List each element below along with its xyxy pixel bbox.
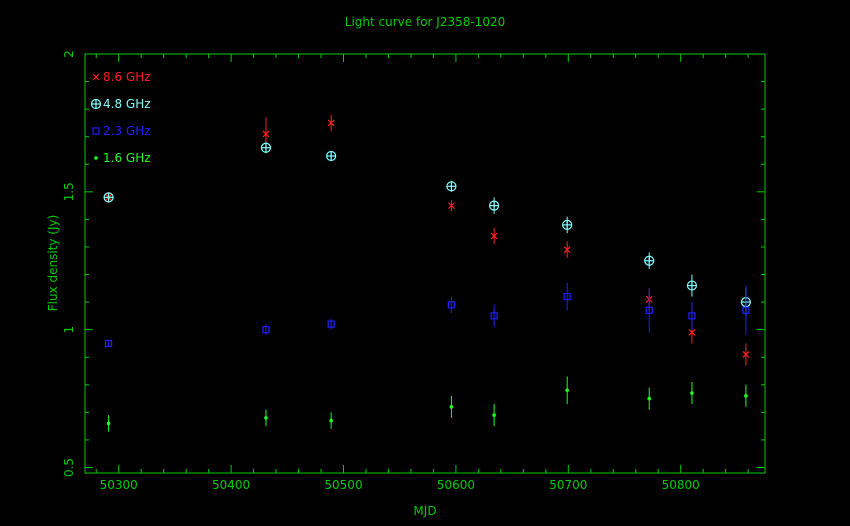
axis-ticks: 50300 50400 50500 50600 50700 50800 0.5 1 1.5 2 bbox=[62, 50, 765, 492]
data-point bbox=[106, 421, 111, 426]
x-marker-stroke bbox=[447, 202, 455, 210]
y-tick-label: 0.5 bbox=[62, 458, 76, 477]
series-layer bbox=[103, 114, 751, 432]
data-point bbox=[562, 219, 573, 231]
data-point bbox=[447, 202, 455, 210]
data-point bbox=[327, 119, 335, 127]
x-marker-stroke bbox=[688, 328, 696, 336]
legend-label: 4.8 GHz bbox=[103, 97, 151, 111]
x-tick-label: 50600 bbox=[437, 478, 475, 492]
data-point bbox=[105, 339, 113, 348]
x-tick-label: 50500 bbox=[324, 478, 362, 492]
dot-marker-fill bbox=[449, 405, 454, 409]
x-tick-label: 50400 bbox=[212, 478, 250, 492]
x-marker-stroke bbox=[563, 246, 571, 254]
data-point bbox=[686, 280, 698, 291]
data-point bbox=[565, 388, 569, 393]
data-point bbox=[490, 312, 498, 320]
data-point bbox=[446, 181, 457, 192]
x-marker-stroke bbox=[327, 119, 335, 127]
y-tick-label: 2 bbox=[62, 50, 76, 58]
data-point bbox=[563, 246, 571, 254]
square-marker-box bbox=[490, 312, 498, 320]
square-marker-box bbox=[742, 306, 750, 314]
dot-marker-fill bbox=[565, 388, 569, 393]
data-point bbox=[744, 394, 748, 398]
data-point bbox=[688, 328, 696, 336]
data-point bbox=[262, 326, 270, 334]
x-marker-stroke bbox=[262, 130, 270, 138]
data-point bbox=[742, 351, 750, 358]
data-point bbox=[490, 232, 498, 240]
dot-marker-fill bbox=[94, 156, 98, 160]
data-point bbox=[262, 130, 270, 138]
y-axis-label: Flux density (Jy) bbox=[46, 215, 60, 312]
data-point bbox=[563, 292, 571, 301]
square-marker-box bbox=[327, 320, 335, 328]
data-point bbox=[644, 255, 655, 266]
data-point bbox=[690, 391, 694, 395]
data-point bbox=[489, 200, 500, 211]
data-point bbox=[326, 150, 337, 162]
square-marker-box bbox=[688, 312, 696, 320]
dot-marker-fill bbox=[106, 421, 111, 426]
data-point bbox=[329, 418, 333, 423]
legend: 8.6 GHz 4.8 GHz 2.3 GHz 1.6 GHz bbox=[90, 70, 151, 165]
legend-marker bbox=[90, 98, 102, 110]
data-point bbox=[264, 416, 268, 420]
square-marker-box bbox=[92, 127, 100, 135]
y-tick-label: 1 bbox=[62, 326, 76, 334]
x-tick-label: 50300 bbox=[100, 478, 138, 492]
legend-marker bbox=[94, 156, 98, 160]
data-point bbox=[742, 306, 750, 314]
legend-label: 8.6 GHz bbox=[103, 70, 151, 84]
square-marker-box bbox=[447, 301, 456, 309]
x-tick-label: 50700 bbox=[549, 478, 587, 492]
square-marker-box bbox=[645, 306, 653, 314]
dot-marker-fill bbox=[690, 391, 694, 395]
y-tick-label: 1.5 bbox=[62, 182, 76, 201]
series-1 bbox=[103, 142, 751, 316]
series-2 bbox=[105, 282, 750, 348]
x-marker-stroke bbox=[742, 351, 750, 358]
dot-marker-fill bbox=[647, 396, 652, 401]
legend-marker bbox=[92, 127, 100, 135]
x-marker-stroke bbox=[490, 232, 498, 240]
data-point bbox=[647, 396, 652, 401]
legend-label: 1.6 GHz bbox=[103, 151, 151, 165]
data-point bbox=[327, 320, 335, 328]
legend-label: 2.3 GHz bbox=[103, 124, 151, 138]
data-point bbox=[688, 312, 696, 320]
data-point bbox=[103, 192, 114, 203]
series-3 bbox=[106, 376, 748, 432]
dot-marker-fill bbox=[264, 416, 268, 420]
data-point bbox=[645, 306, 653, 314]
dot-marker-fill bbox=[744, 394, 748, 398]
data-point bbox=[260, 142, 272, 153]
dot-marker-fill bbox=[492, 413, 496, 417]
square-marker-box bbox=[262, 326, 270, 334]
dot-marker-fill bbox=[329, 418, 333, 423]
square-marker-box bbox=[563, 292, 571, 301]
square-marker-box bbox=[105, 339, 113, 348]
chart-title: Light curve for J2358-1020 bbox=[345, 15, 505, 29]
data-point bbox=[447, 301, 456, 309]
data-point bbox=[492, 413, 496, 417]
plot-frame bbox=[84, 53, 766, 474]
x-tick-label: 50800 bbox=[662, 478, 700, 492]
data-point bbox=[449, 405, 454, 409]
x-axis-label: MJD bbox=[413, 504, 436, 518]
legend-marker bbox=[92, 73, 100, 81]
x-marker-stroke bbox=[92, 73, 100, 81]
